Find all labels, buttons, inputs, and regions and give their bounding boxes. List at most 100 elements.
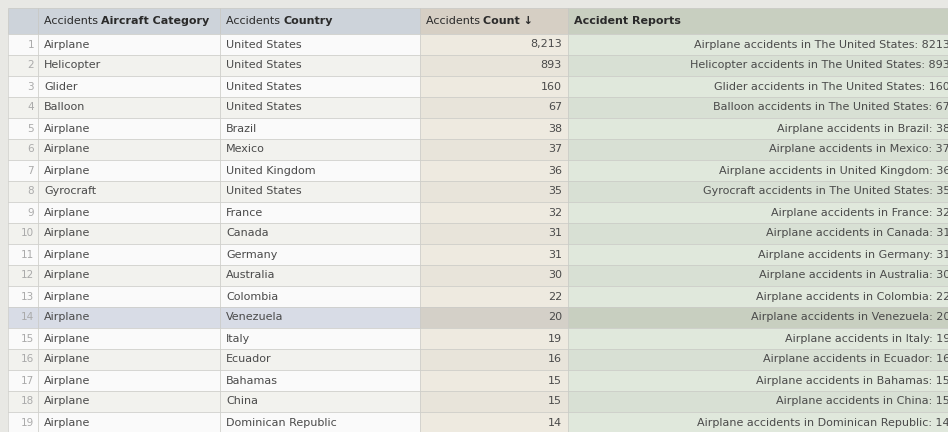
Text: Airplane: Airplane bbox=[44, 207, 90, 217]
Bar bbox=[568, 202, 948, 223]
Bar bbox=[420, 139, 568, 160]
Bar bbox=[420, 97, 568, 118]
Text: 18: 18 bbox=[21, 397, 34, 407]
Bar bbox=[8, 76, 38, 97]
Text: Dominican Republic: Dominican Republic bbox=[226, 417, 337, 428]
Bar bbox=[420, 391, 568, 412]
Bar bbox=[220, 8, 420, 34]
Bar bbox=[568, 55, 948, 76]
Text: Airplane: Airplane bbox=[44, 124, 90, 133]
Bar bbox=[568, 34, 948, 55]
Text: Airplane: Airplane bbox=[44, 39, 90, 50]
Bar bbox=[220, 328, 420, 349]
Bar bbox=[220, 76, 420, 97]
Text: Airplane: Airplane bbox=[44, 144, 90, 155]
Bar bbox=[8, 55, 38, 76]
Bar bbox=[8, 118, 38, 139]
Text: 160: 160 bbox=[541, 82, 562, 92]
Bar bbox=[420, 244, 568, 265]
Bar bbox=[8, 97, 38, 118]
Bar bbox=[420, 328, 568, 349]
Text: Glider: Glider bbox=[44, 82, 78, 92]
Text: 3: 3 bbox=[27, 82, 34, 92]
Bar bbox=[220, 139, 420, 160]
Bar bbox=[568, 244, 948, 265]
Bar bbox=[38, 55, 220, 76]
Bar bbox=[568, 307, 948, 328]
Bar bbox=[420, 412, 568, 432]
Bar bbox=[220, 202, 420, 223]
Text: Helicopter accidents in The United States: 893: Helicopter accidents in The United State… bbox=[690, 60, 948, 70]
Text: Balloon accidents in The United States: 67: Balloon accidents in The United States: … bbox=[713, 102, 948, 112]
Bar bbox=[420, 76, 568, 97]
Text: 10: 10 bbox=[21, 229, 34, 238]
Text: Airplane accidents in Ecuador: 16: Airplane accidents in Ecuador: 16 bbox=[763, 355, 948, 365]
Text: 11: 11 bbox=[21, 250, 34, 260]
Bar bbox=[568, 223, 948, 244]
Bar bbox=[38, 34, 220, 55]
Bar bbox=[38, 412, 220, 432]
Text: 36: 36 bbox=[548, 165, 562, 175]
Text: United States: United States bbox=[226, 102, 301, 112]
Text: 893: 893 bbox=[540, 60, 562, 70]
Text: Airplane: Airplane bbox=[44, 312, 90, 323]
Text: 13: 13 bbox=[21, 292, 34, 302]
Bar bbox=[568, 328, 948, 349]
Bar bbox=[8, 181, 38, 202]
Bar bbox=[220, 391, 420, 412]
Text: Brazil: Brazil bbox=[226, 124, 257, 133]
Bar bbox=[38, 76, 220, 97]
Bar bbox=[220, 244, 420, 265]
Bar bbox=[568, 160, 948, 181]
Text: 37: 37 bbox=[548, 144, 562, 155]
Text: 2: 2 bbox=[27, 60, 34, 70]
Text: 8: 8 bbox=[27, 187, 34, 197]
Bar bbox=[420, 349, 568, 370]
Text: 1: 1 bbox=[27, 39, 34, 50]
Text: Airplane accidents in The United States: 8213: Airplane accidents in The United States:… bbox=[694, 39, 948, 50]
Bar bbox=[8, 328, 38, 349]
Text: France: France bbox=[226, 207, 264, 217]
Text: Airplane accidents in Dominican Republic: 14: Airplane accidents in Dominican Republic… bbox=[698, 417, 948, 428]
Bar bbox=[568, 412, 948, 432]
Bar bbox=[420, 181, 568, 202]
Text: Airplane accidents in Italy: 19: Airplane accidents in Italy: 19 bbox=[785, 334, 948, 343]
Text: Airplane: Airplane bbox=[44, 292, 90, 302]
Bar bbox=[8, 160, 38, 181]
Bar bbox=[568, 286, 948, 307]
Text: Venezuela: Venezuela bbox=[226, 312, 283, 323]
Text: 20: 20 bbox=[548, 312, 562, 323]
Bar bbox=[8, 244, 38, 265]
Text: United States: United States bbox=[226, 82, 301, 92]
Bar bbox=[38, 370, 220, 391]
Bar bbox=[568, 181, 948, 202]
Bar bbox=[420, 118, 568, 139]
Bar bbox=[38, 223, 220, 244]
Bar bbox=[38, 160, 220, 181]
Text: 4: 4 bbox=[27, 102, 34, 112]
Bar bbox=[568, 97, 948, 118]
Text: United Kingdom: United Kingdom bbox=[226, 165, 316, 175]
Text: Italy: Italy bbox=[226, 334, 250, 343]
Bar bbox=[8, 391, 38, 412]
Text: Germany: Germany bbox=[226, 250, 278, 260]
Text: 30: 30 bbox=[548, 270, 562, 280]
Bar bbox=[8, 349, 38, 370]
Text: Accidents: Accidents bbox=[226, 16, 283, 26]
Text: China: China bbox=[226, 397, 258, 407]
Text: Country: Country bbox=[283, 16, 333, 26]
Text: 17: 17 bbox=[21, 375, 34, 385]
Text: United States: United States bbox=[226, 60, 301, 70]
Text: Airplane accidents in Australia: 30: Airplane accidents in Australia: 30 bbox=[758, 270, 948, 280]
Bar bbox=[220, 265, 420, 286]
Text: Airplane: Airplane bbox=[44, 334, 90, 343]
Bar bbox=[8, 307, 38, 328]
Bar bbox=[420, 370, 568, 391]
Text: 5: 5 bbox=[27, 124, 34, 133]
Text: Gyrocraft accidents in The United States: 35: Gyrocraft accidents in The United States… bbox=[702, 187, 948, 197]
Text: 22: 22 bbox=[548, 292, 562, 302]
Text: 38: 38 bbox=[548, 124, 562, 133]
Text: Aircraft Category: Aircraft Category bbox=[101, 16, 210, 26]
Text: Mexico: Mexico bbox=[226, 144, 264, 155]
Text: Airplane accidents in China: 15: Airplane accidents in China: 15 bbox=[776, 397, 948, 407]
